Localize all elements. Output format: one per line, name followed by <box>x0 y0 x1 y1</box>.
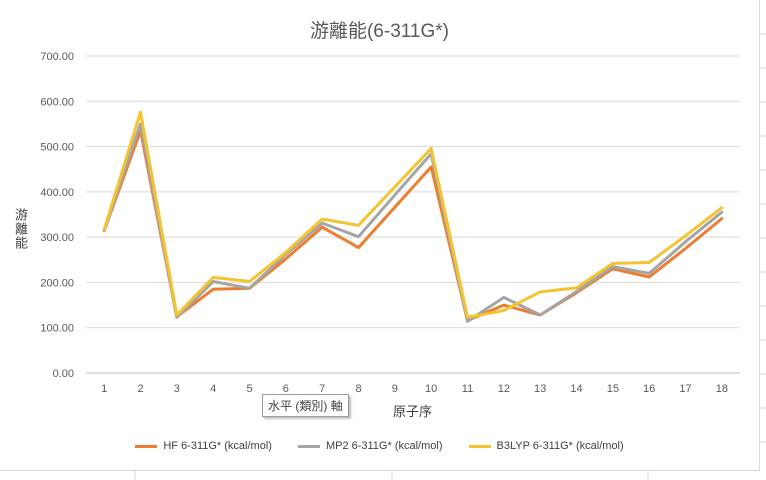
x-tick-label: 11 <box>462 383 473 395</box>
x-tick-label: 2 <box>137 383 143 395</box>
y-tick-label: 700.00 <box>40 51 74 63</box>
plot-area[interactable]: 0.00 100.00 200.00 300.00 400.00 500.00 600.00… <box>0 0 759 470</box>
y-tick-label: 600.00 <box>40 96 74 108</box>
chart-area[interactable]: 游離能(6-311G*) 游離能 0.00 100.00 200.00 300.00 4… <box>0 0 760 471</box>
x-tick-label: 10 <box>425 383 437 395</box>
legend-label-b3lyp: B3LYP 6-311G* (kcal/mol) <box>496 440 624 452</box>
x-tick-label: 14 <box>570 383 582 395</box>
x-tick-label: 6 <box>283 383 289 395</box>
legend-label-hf: HF 6-311G* (kcal/mol) <box>163 440 272 452</box>
chart-title[interactable]: 游離能(6-311G*) <box>309 21 449 42</box>
x-axis-title[interactable]: 原子序 <box>393 404 433 419</box>
x-tick-label: 4 <box>210 383 216 395</box>
y-tick-label: 100.00 <box>40 323 74 335</box>
legend-swatch-mp2 <box>297 444 320 448</box>
x-tick-label: 12 <box>498 383 510 395</box>
x-tick-label: 18 <box>716 383 728 395</box>
y-tick-label: 200.00 <box>40 277 74 289</box>
x-tick-label: 7 <box>319 383 325 395</box>
legend-item-b3lyp[interactable]: B3LYP 6-311G* (kcal/mol) <box>468 440 624 452</box>
legend-label-mp2: MP2 6-311G* (kcal/mol) <box>325 440 443 452</box>
y-tick-label: 400.00 <box>40 187 74 199</box>
legend[interactable]: HF 6-311G* (kcal/mol) MP2 6-311G* (kcal/… <box>0 440 759 452</box>
axis-tooltip: 水平 (類別) 軸 <box>262 394 349 417</box>
series-line-1 <box>102 122 724 323</box>
legend-swatch-hf <box>135 444 158 448</box>
x-tick-label: 17 <box>679 383 691 395</box>
x-tick-label: 8 <box>355 383 361 395</box>
y-tick-label: 500.00 <box>40 142 74 154</box>
x-tick-label: 5 <box>246 383 252 395</box>
x-tick-label: 9 <box>392 383 398 395</box>
x-tick-label: 16 <box>643 383 655 395</box>
x-tick-label: 15 <box>607 383 619 395</box>
legend-item-mp2[interactable]: MP2 6-311G* (kcal/mol) <box>297 440 443 452</box>
series-line-2 <box>102 110 724 319</box>
y-axis-title[interactable]: 游離能 <box>13 208 28 250</box>
y-tick-label: 300.00 <box>40 232 74 244</box>
x-tick-label: 13 <box>534 383 546 395</box>
legend-item-hf[interactable]: HF 6-311G* (kcal/mol) <box>135 440 272 452</box>
y-tick-label: 0.00 <box>53 368 74 380</box>
series-line-0 <box>102 129 724 322</box>
x-tick-label: 3 <box>174 383 180 395</box>
legend-swatch-b3lyp <box>468 444 491 448</box>
x-tick-label: 1 <box>101 383 107 395</box>
